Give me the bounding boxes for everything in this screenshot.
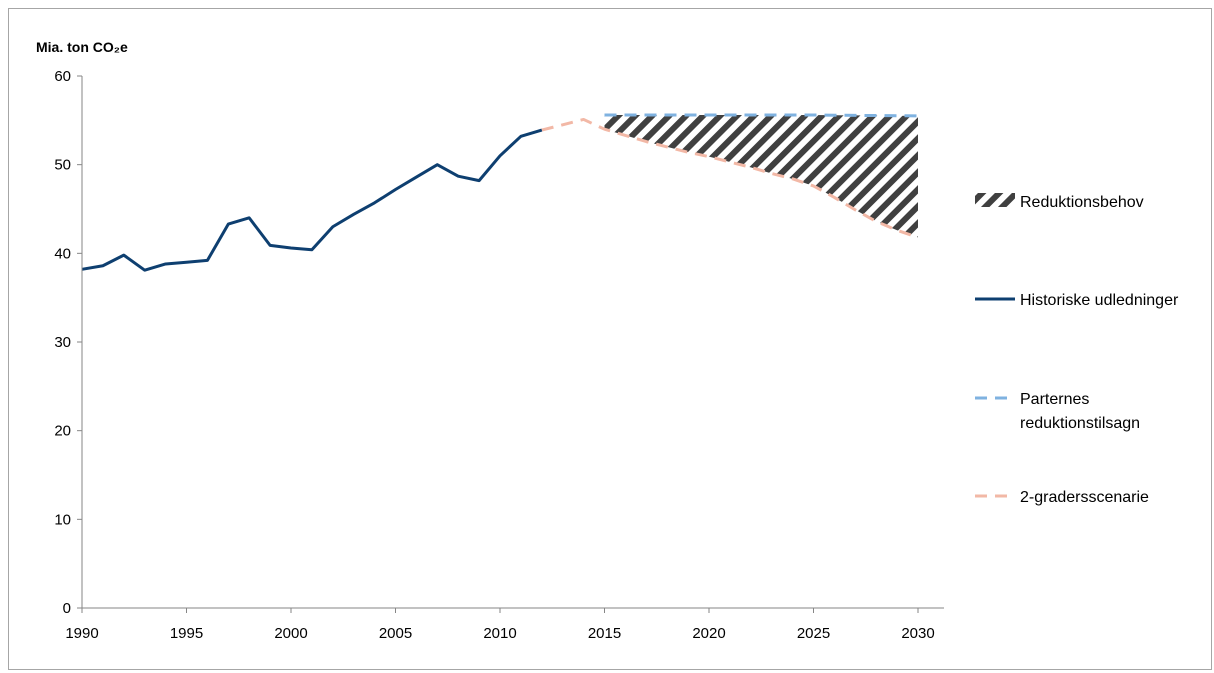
y-tick-label: 0 bbox=[63, 600, 71, 617]
y-tick-label: 50 bbox=[54, 157, 71, 174]
y-tick-layer: 0 10 20 30 40 50 60 bbox=[54, 68, 82, 617]
x-tick-label: 2020 bbox=[692, 625, 725, 642]
legend-label-historiske: Historiske udledninger bbox=[1020, 292, 1179, 309]
y-tick-label: 30 bbox=[54, 334, 71, 351]
reduction-area bbox=[604, 115, 918, 238]
x-tick-label: 2005 bbox=[379, 625, 412, 642]
reduction-area-layer bbox=[604, 115, 918, 238]
x-tick-label: 2025 bbox=[797, 625, 830, 642]
y-tick-label: 40 bbox=[54, 245, 71, 262]
series-layer bbox=[81, 113, 919, 272]
x-tick-label: 2000 bbox=[274, 625, 307, 642]
x-tick-label: 2010 bbox=[483, 625, 516, 642]
x-tick-label: 2030 bbox=[901, 625, 934, 642]
series-line-historiske-udledninger bbox=[81, 128, 543, 272]
series-line-2-gradersscenarie bbox=[541, 117, 919, 239]
y-tick-label: 60 bbox=[54, 68, 71, 85]
y-tick-label: 10 bbox=[54, 511, 71, 528]
legend-label-reduktionsbehov: Reduktionsbehov bbox=[1020, 194, 1144, 211]
y-tick-label: 20 bbox=[54, 423, 71, 440]
legend-label-parternes: Parternes reduktionstilsagn bbox=[1020, 391, 1140, 432]
legend-swatch-reduktionsbehov bbox=[975, 193, 1015, 207]
x-tick-label: 1995 bbox=[170, 625, 203, 642]
x-tick-label: 2015 bbox=[588, 625, 621, 642]
y-axis-unit-label: Mia. ton CO₂e bbox=[36, 39, 128, 55]
x-tick-layer: 1990 1995 2000 2005 2010 2015 2020 2025 2030 bbox=[65, 608, 935, 642]
legend: Reduktionsbehov Historiske udledninger P… bbox=[975, 193, 1179, 506]
series-line-parternes-reduktionstilsagn bbox=[604, 113, 919, 118]
x-tick-label: 1990 bbox=[65, 625, 98, 642]
legend-label-2-grader: 2-gradersscenarie bbox=[1020, 489, 1149, 506]
